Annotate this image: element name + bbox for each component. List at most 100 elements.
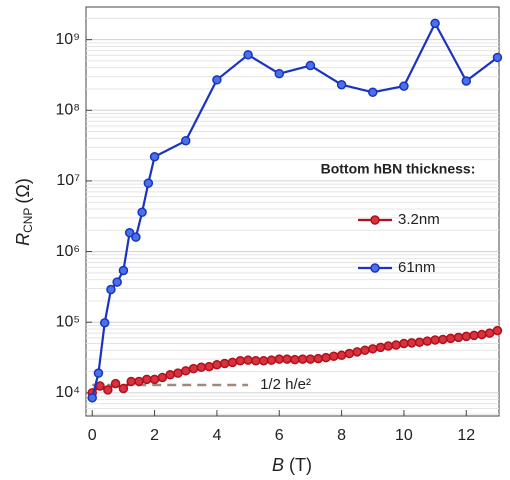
data-point bbox=[99, 318, 110, 328]
y-tick-label: 10⁹ bbox=[55, 31, 80, 48]
x-tick-label: 0 bbox=[88, 427, 97, 444]
data-point bbox=[492, 52, 503, 63]
data-point bbox=[196, 362, 207, 373]
data-point bbox=[430, 335, 440, 345]
legend-marker bbox=[370, 215, 380, 225]
x-label-unit: (T) bbox=[289, 455, 312, 475]
data-point bbox=[375, 342, 386, 353]
data-point bbox=[438, 334, 448, 345]
x-tick-label: 2 bbox=[150, 427, 159, 444]
y-axis-label: RCNP (Ω) bbox=[13, 178, 35, 246]
data-point bbox=[180, 136, 191, 146]
y-label-symbol: R bbox=[13, 233, 33, 246]
legend-marker bbox=[370, 263, 380, 273]
data-point bbox=[149, 151, 160, 162]
data-point bbox=[149, 374, 160, 385]
data-point bbox=[173, 368, 183, 378]
data-point bbox=[297, 354, 308, 364]
data-point bbox=[305, 60, 316, 71]
data-point bbox=[243, 50, 253, 60]
data-point bbox=[290, 354, 300, 365]
data-point bbox=[243, 355, 253, 365]
data-point bbox=[360, 345, 370, 356]
y-label-subscript: CNP bbox=[21, 208, 35, 233]
data-point bbox=[336, 350, 347, 361]
y-tick-label: 10⁸ bbox=[55, 102, 80, 119]
data-point bbox=[235, 355, 246, 366]
y-label-unit: (Ω) bbox=[13, 178, 33, 203]
data-point bbox=[274, 68, 285, 79]
data-point bbox=[227, 357, 238, 368]
data-point bbox=[118, 383, 129, 394]
data-point bbox=[103, 385, 113, 395]
data-point bbox=[422, 336, 433, 346]
data-point bbox=[484, 328, 495, 338]
x-tick-label: 8 bbox=[337, 427, 346, 444]
data-point bbox=[165, 370, 175, 380]
data-point bbox=[391, 340, 401, 350]
data-point bbox=[204, 361, 214, 372]
data-point bbox=[251, 355, 261, 366]
data-point bbox=[112, 277, 122, 287]
data-point bbox=[329, 351, 339, 361]
plot-frame bbox=[85, 6, 500, 417]
data-point bbox=[282, 354, 292, 364]
y-tick-label: 10⁴ bbox=[55, 384, 80, 401]
data-point bbox=[212, 359, 222, 370]
data-point bbox=[492, 325, 503, 336]
data-point bbox=[414, 337, 425, 348]
legend-label: 61nm bbox=[398, 259, 436, 276]
data-point bbox=[336, 79, 347, 90]
data-point bbox=[445, 333, 456, 344]
data-point bbox=[95, 381, 105, 391]
data-point bbox=[305, 354, 316, 364]
data-point bbox=[157, 372, 168, 383]
data-point bbox=[126, 376, 136, 387]
data-point bbox=[87, 393, 97, 403]
series-line bbox=[91, 20, 499, 399]
data-point bbox=[110, 378, 121, 389]
legend-title: Bottom hBN thickness: bbox=[321, 161, 476, 177]
y-tick-label: 10⁵ bbox=[56, 313, 80, 330]
data-point bbox=[180, 366, 191, 376]
data-point bbox=[124, 227, 135, 238]
data-point bbox=[266, 355, 277, 365]
reference-label: 1/2 h/e² bbox=[260, 376, 311, 393]
data-point bbox=[344, 348, 355, 359]
data-point bbox=[137, 207, 147, 218]
legend-label: 3.2nm bbox=[398, 211, 440, 228]
x-label-symbol: B bbox=[272, 455, 284, 475]
data-point bbox=[188, 363, 199, 374]
x-tick-label: 4 bbox=[212, 427, 221, 444]
data-point bbox=[274, 354, 285, 364]
data-point bbox=[399, 338, 409, 349]
y-tick-label: 10⁷ bbox=[56, 172, 80, 189]
x-tick-label: 6 bbox=[275, 427, 284, 444]
data-point bbox=[212, 75, 222, 85]
x-axis-label: B (T) bbox=[272, 455, 312, 475]
data-point bbox=[258, 355, 269, 366]
data-point bbox=[118, 265, 129, 276]
data-point bbox=[461, 76, 472, 86]
data-point bbox=[477, 329, 487, 340]
data-point bbox=[368, 87, 378, 98]
x-tick-label: 10 bbox=[395, 427, 413, 444]
data-point bbox=[453, 332, 464, 343]
data-point bbox=[106, 284, 116, 295]
data-point bbox=[368, 344, 378, 354]
data-point bbox=[399, 81, 409, 91]
data-point bbox=[430, 18, 440, 29]
data-point bbox=[131, 232, 141, 242]
data-point bbox=[461, 331, 472, 342]
data-point bbox=[352, 347, 362, 357]
x-tick-label: 12 bbox=[457, 427, 475, 444]
data-point bbox=[469, 330, 479, 341]
data-point bbox=[134, 376, 144, 387]
data-point bbox=[383, 341, 394, 351]
data-point bbox=[313, 353, 323, 364]
data-point bbox=[219, 358, 230, 369]
data-point bbox=[143, 178, 154, 188]
data-point bbox=[406, 338, 417, 348]
data-point bbox=[321, 352, 331, 363]
